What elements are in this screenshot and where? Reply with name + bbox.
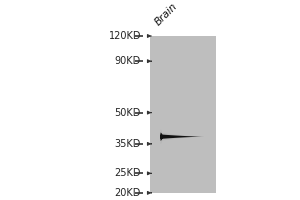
Text: 120KD: 120KD <box>109 31 141 41</box>
Text: 25KD: 25KD <box>115 168 141 178</box>
Text: 50KD: 50KD <box>115 108 141 118</box>
Text: 20KD: 20KD <box>115 188 141 198</box>
Text: 35KD: 35KD <box>115 139 141 149</box>
Text: 90KD: 90KD <box>115 56 141 66</box>
Text: Brain: Brain <box>153 1 179 27</box>
Polygon shape <box>160 129 204 144</box>
Bar <box>150 36 216 193</box>
Polygon shape <box>160 133 204 141</box>
